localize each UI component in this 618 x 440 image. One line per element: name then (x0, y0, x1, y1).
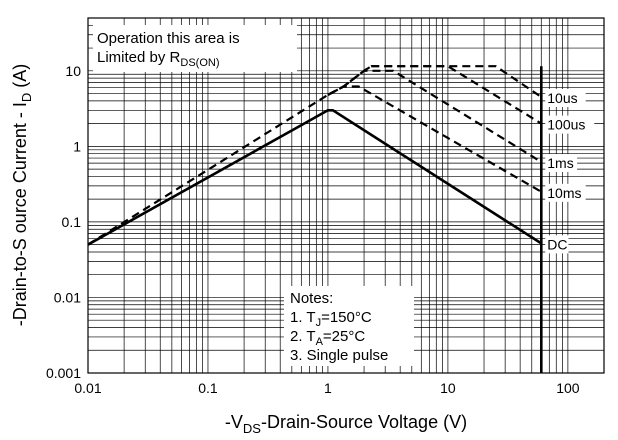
notes-annotation-box (284, 286, 414, 366)
x-tick-label: 0.01 (74, 380, 101, 396)
y-tick-label: 10 (65, 63, 81, 79)
curve-label-10us: 10us (547, 90, 577, 106)
curve-label-dc: DC (547, 236, 567, 252)
curve-label-bg (545, 154, 578, 173)
x-tick-label: 10 (440, 380, 456, 396)
notes-line2: 2. TA=25°C (290, 328, 365, 348)
y-tick-label: 0.001 (46, 365, 81, 381)
notes-title: Notes: (290, 290, 333, 307)
x-tick-label: 100 (556, 380, 580, 396)
y-tick-label: 0.01 (54, 289, 81, 305)
curve-label-10ms: 10ms (547, 185, 581, 201)
curve-label-1ms: 1ms (547, 155, 573, 171)
x-axis-title: -VDS-Drain-Source Voltage (V) (225, 412, 467, 436)
limit-annotation-box (93, 25, 297, 72)
series-1ms (327, 69, 542, 163)
limit-annotation: Operation this area is Limited by RDS(ON… (93, 25, 297, 72)
series-group (87, 65, 543, 373)
y-tick-label: 0.1 (62, 214, 82, 230)
curve-label-100us: 100us (547, 117, 585, 133)
notes-line3: 3. Single pulse (290, 347, 388, 364)
curve-label-bg (545, 89, 586, 108)
x-tick-label: 1 (324, 380, 332, 396)
notes-line1: 1. TJ=150°C (290, 309, 372, 329)
limit-annotation-line1: Operation this area is (97, 30, 240, 47)
limit-annotation-line2: Limited by RDS(ON) (97, 49, 219, 69)
plot-frame (87, 17, 605, 374)
y-axis-title: -Drain-to-S ource Current - ID (A) (10, 64, 34, 326)
curve-label-bg (545, 235, 569, 254)
curve-labels: 10us 100us 1ms 10ms DC (545, 89, 595, 254)
x-tick-label: 0.1 (198, 380, 218, 396)
curve-label-bg (545, 183, 586, 202)
y-tick-label: 1 (73, 138, 81, 154)
notes-annotation: Notes: 1. TJ=150°C 2. TA=25°C 3. Single … (284, 286, 414, 366)
series-limited-by-rds-on (87, 65, 372, 246)
series-dc (87, 109, 542, 246)
curve-label-bg (545, 115, 595, 134)
series-100us (327, 65, 542, 125)
